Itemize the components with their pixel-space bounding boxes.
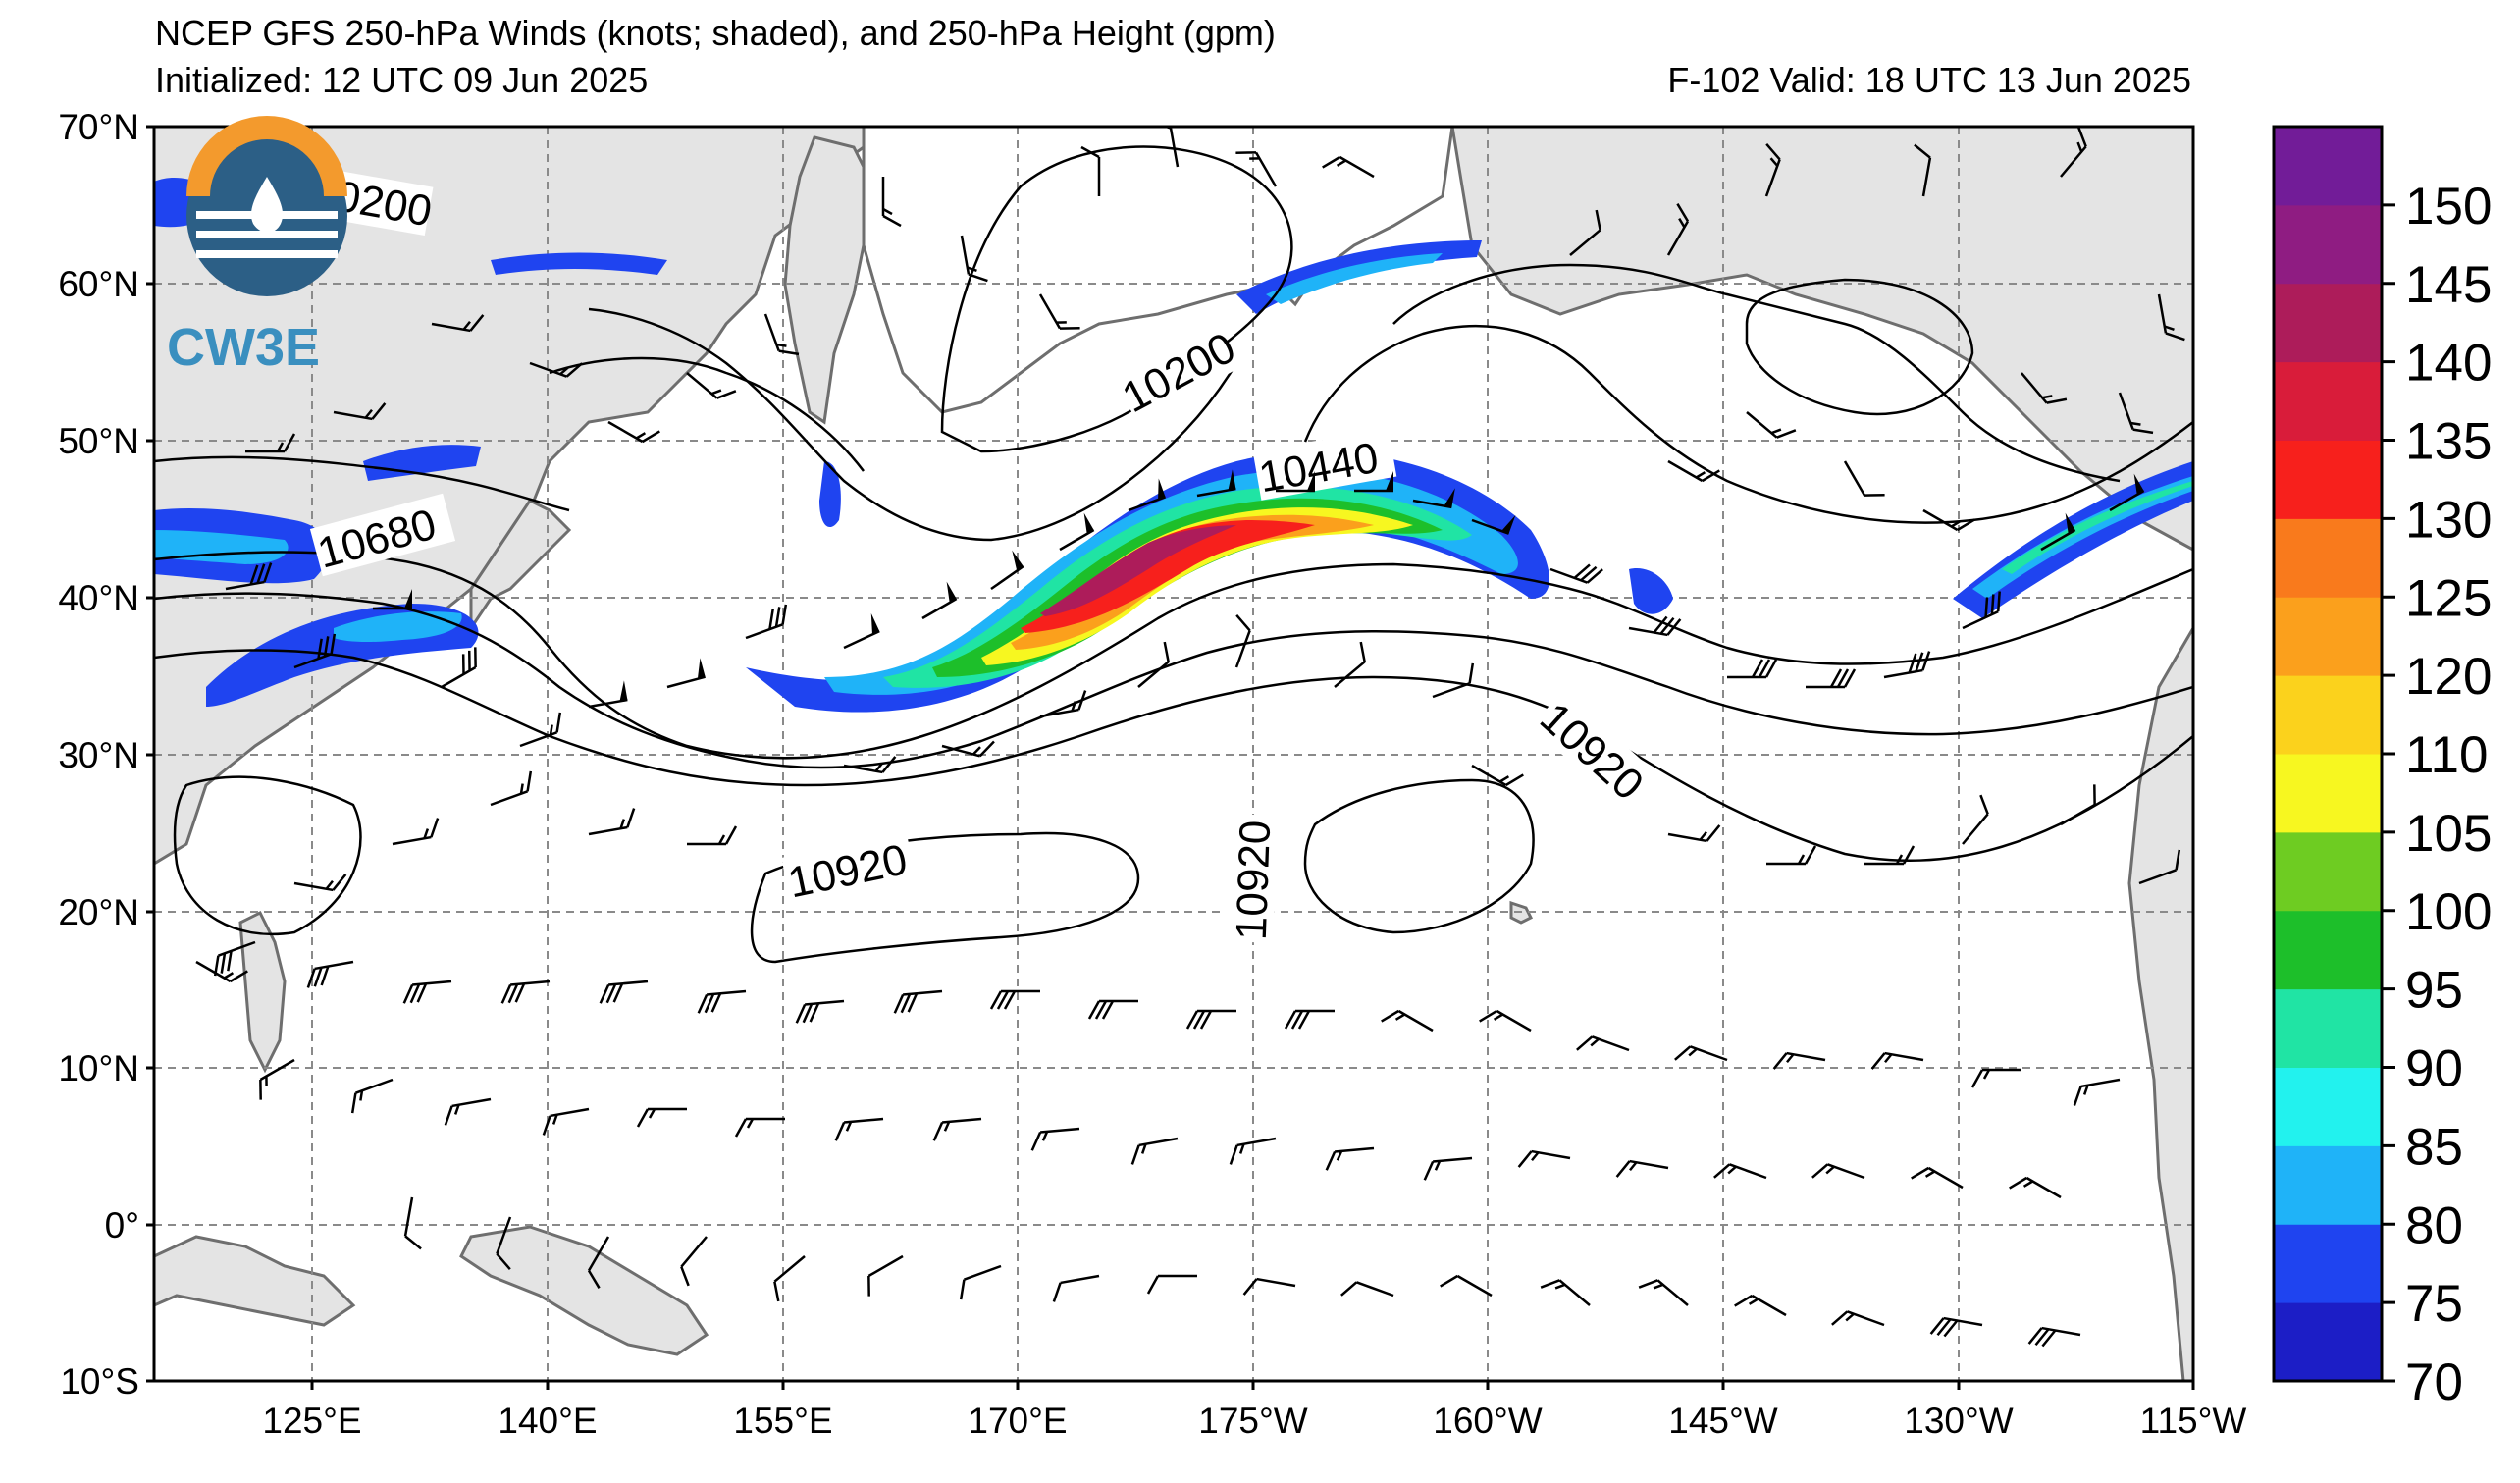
contour-label-10920-central: 10920 [1228,820,1280,941]
lon-label-125e: 125°E [262,1401,361,1441]
colorbar-tick-label: 85 [2405,1118,2463,1176]
colorbar-swatch [2274,518,2382,598]
colorbar-swatch [2274,1145,2382,1225]
colorbar-ticks: 150 145 140 135 130 125 120 110 105 100 95 90 85 80 75… [2382,178,2492,1411]
lon-label-140e: 140°E [498,1401,597,1441]
colorbar-swatch [2274,204,2382,285]
jet-streak-east-pacific [1953,461,2193,618]
new-guinea [459,1225,709,1356]
colorbar-swatch [2274,754,2382,833]
alaska-east [1450,127,2193,552]
colorbar-tick-label: 100 [2405,883,2492,941]
colorbar-swatch [2274,831,2382,912]
colorbar-swatch [2274,440,2382,519]
lon-label-115w: 115°W [2140,1401,2247,1441]
colorbar-tick-label: 120 [2405,648,2492,706]
colorbar-swatches [2274,127,2382,1382]
lon-label-160w: 160°W [1433,1401,1543,1441]
graticule [154,127,2193,1381]
colorbar-swatch [2274,1067,2382,1146]
colorbar-tick-label: 130 [2405,491,2492,549]
lat-label-40n: 40°N [58,578,139,618]
longitude-labels: 125°E 140°E 155°E 170°E 175°W 160°W 145°… [262,1381,2246,1441]
lat-label-20n: 20°N [58,892,139,932]
colorbar-tick-label: 95 [2405,962,2463,1020]
colorbar-tick-label: 150 [2405,178,2492,236]
lon-label-155e: 155°E [733,1401,832,1441]
lon-label-170e: 170°E [968,1401,1067,1441]
lon-label-130w: 130°W [1904,1401,2014,1441]
latitude-labels: 70°N 60°N 50°N 40°N 30°N 20°N 10°N 0° 10… [58,107,154,1402]
cw3e-logo: CW3E [167,116,347,377]
colorbar-tick-label: 75 [2405,1275,2463,1333]
colorbar-swatch [2274,597,2382,676]
colorbar-tick-label: 110 [2405,726,2489,784]
lon-label-145w: 145°W [1668,1401,1778,1441]
lat-label-30n: 30°N [58,735,139,775]
jet-streak-main [746,450,1549,713]
lat-label-70n: 70°N [58,107,139,147]
colorbar-tick-label: 105 [2405,805,2492,863]
logo-text: CW3E [167,318,320,377]
height-contours [154,145,2193,964]
lon-label-175w: 175°W [1198,1401,1308,1441]
lat-label-10s: 10°S [60,1361,139,1402]
chart-title: NCEP GFS 250-hPa Winds (knots; shaded), … [155,13,1276,53]
colorbar-swatch [2274,283,2382,363]
valid-time: F-102 Valid: 18 UTC 13 Jun 2025 [1667,60,2191,100]
colorbar-swatch [2274,127,2382,206]
colorbar-tick-label: 125 [2405,569,2492,627]
colorbar-tick-label: 80 [2405,1196,2463,1254]
colorbar-swatch [2274,675,2382,755]
colorbar-swatch [2274,361,2382,441]
colorbar-swatch [2274,988,2382,1068]
colorbar-tick-label: 145 [2405,256,2492,314]
colorbar-swatch [2274,910,2382,990]
jet-streak-west [154,177,1673,707]
colorbar-tick-label: 140 [2405,335,2492,393]
colorbar: 150 145 140 135 130 125 120 110 105 100 95 90 85 80 75… [2272,125,2492,1411]
indonesia [154,1235,356,1327]
colorbar-tick-label: 90 [2405,1040,2463,1098]
lat-label-50n: 50°N [58,421,139,461]
colorbar-tick-label: 135 [2405,413,2492,471]
philippines [238,910,287,1074]
lat-label-0: 0° [105,1205,139,1245]
colorbar-swatch [2274,1224,2382,1303]
initialized-time: Initialized: 12 UTC 09 Jun 2025 [155,60,648,100]
lat-label-10n: 10°N [58,1048,139,1088]
mexico-coast [2127,625,2193,1381]
lat-label-60n: 60°N [58,264,139,304]
colorbar-swatch [2274,1302,2382,1382]
colorbar-tick-label: 70 [2405,1353,2463,1411]
